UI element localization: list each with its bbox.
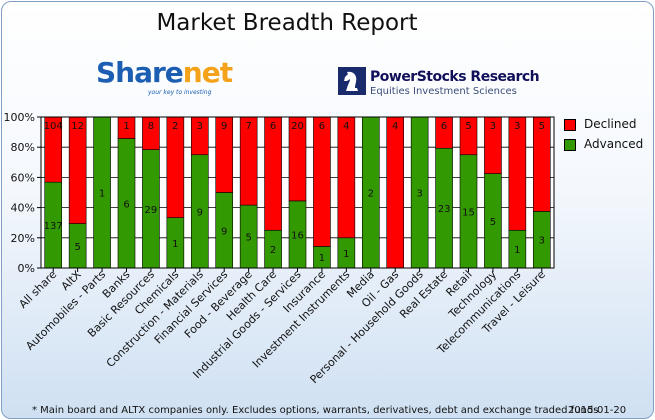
data-label-advanced: 29	[145, 205, 158, 216]
bar-declined	[166, 116, 185, 218]
chart-title: Market Breadth Report	[156, 10, 418, 36]
data-label-declined: 4	[392, 121, 398, 132]
powerstocks-name: PowerStocks Research	[370, 69, 540, 85]
data-label-advanced: 3	[416, 189, 422, 200]
bar-declined	[386, 116, 405, 269]
data-label-advanced: 15	[462, 207, 475, 218]
data-label-advanced: 5	[74, 242, 80, 253]
powerstocks-logo: PowerStocks Research Equities Investment…	[338, 67, 540, 99]
data-label-declined: 20	[291, 121, 304, 132]
data-label-declined: 5	[539, 121, 545, 132]
data-label-advanced: 9	[197, 207, 203, 218]
data-label-declined: 3	[514, 121, 520, 132]
data-label-declined: 6	[270, 121, 276, 132]
y-tick-label: 20%	[11, 232, 35, 245]
data-label-declined: 3	[197, 121, 203, 132]
data-label-declined: 8	[148, 121, 154, 132]
data-label-declined: 2	[172, 121, 178, 132]
data-label-advanced: 1	[172, 239, 178, 250]
data-label-advanced: 1	[319, 253, 325, 264]
data-label-declined: 1	[123, 121, 129, 132]
bar-declined	[68, 116, 87, 224]
data-label-declined: 5	[465, 121, 471, 132]
legend-swatch-advanced	[564, 139, 576, 151]
data-label-declined: 6	[441, 121, 447, 132]
data-label-declined: 4	[343, 121, 349, 132]
data-label-declined: 9	[221, 121, 227, 132]
data-label-advanced: 2	[270, 245, 276, 256]
data-label-advanced: 1	[514, 245, 520, 256]
data-label-advanced: 16	[291, 230, 304, 241]
data-label-advanced: 6	[123, 199, 129, 210]
data-label-declined: 7	[245, 121, 251, 132]
powerstocks-subtitle: Equities Investment Sciences	[370, 86, 517, 97]
knight-chess-icon	[338, 67, 366, 95]
y-tick-label: 40%	[11, 202, 35, 215]
data-label-advanced: 3	[539, 236, 545, 247]
report-date: 2015-01-20	[568, 405, 627, 416]
data-label-advanced: 9	[221, 226, 227, 237]
data-label-advanced: 5	[490, 217, 496, 228]
y-tick-label: 0%	[18, 262, 35, 275]
data-label-advanced: 1	[343, 249, 349, 260]
data-label-advanced: 2	[368, 189, 374, 200]
data-label-advanced: 23	[438, 204, 451, 215]
legend-swatch-declined	[564, 119, 576, 131]
footnote: * Main board and ALTX companies only. Ex…	[32, 405, 599, 416]
y-tick-label: 80%	[11, 141, 35, 154]
data-label-advanced: 137	[44, 221, 63, 232]
sharenet-logo: Sharenet your key to investing	[96, 56, 246, 100]
data-label-advanced: 1	[99, 189, 105, 200]
data-label-advanced: 5	[245, 233, 251, 244]
data-label-declined: 6	[319, 121, 325, 132]
data-label-declined: 12	[71, 121, 84, 132]
plot-border	[40, 116, 555, 269]
y-tick-label: 60%	[11, 171, 35, 184]
y-tick-label: 100%	[4, 111, 35, 124]
data-label-declined: 3	[490, 121, 496, 132]
bar-declined	[337, 116, 356, 239]
sharenet-tagline: your key to investing	[148, 89, 212, 96]
sharenet-wordmark: Sharenet	[96, 56, 233, 89]
legend-label-declined: Declined	[584, 117, 637, 131]
data-label-declined: 104	[44, 121, 63, 132]
bar-declined	[264, 116, 282, 231]
bar-declined	[508, 116, 527, 231]
bar-declined	[313, 116, 331, 247]
legend-label-advanced: Advanced	[584, 137, 644, 151]
